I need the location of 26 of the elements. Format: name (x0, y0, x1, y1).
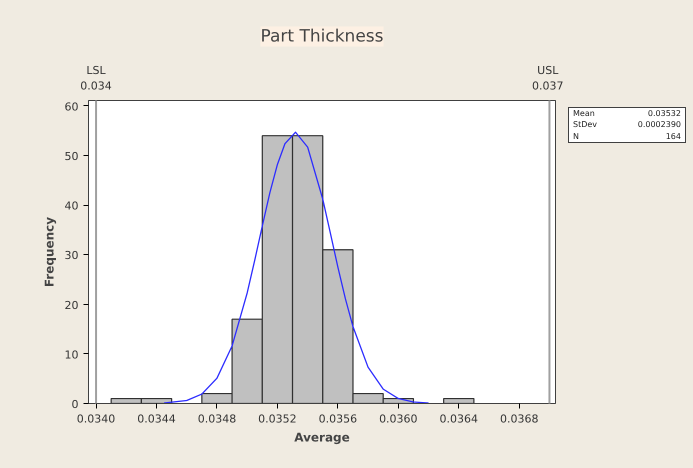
ref-line-label: USL 0.037 (532, 64, 564, 92)
ref-line-label: LSL 0.034 (80, 64, 112, 92)
y-tick-label: 0 (72, 398, 78, 411)
text: Mean (572, 108, 596, 120)
chart-title: Part Thickness (260, 26, 384, 46)
x-tick-label: 0.0364 (440, 412, 478, 426)
y-tick-label: 20 (64, 298, 79, 312)
x-tick-label: 0.0368 (500, 412, 538, 426)
text: N (572, 130, 580, 143)
x-tick-label: 0.0344 (137, 412, 176, 426)
text: StDev (572, 119, 598, 131)
text: 0.0002390 (636, 119, 682, 131)
y-tick-label: 40 (64, 200, 79, 213)
x-tick-label: 0.0360 (379, 412, 418, 426)
y-tick-label: 50 (64, 150, 79, 164)
y-axis-title: Frequency (42, 216, 57, 288)
x-tick-label: 0.0352 (258, 412, 297, 426)
y-tick-label: 10 (64, 348, 79, 362)
x-axis-title: Average (294, 430, 350, 444)
text: 0.03532 (646, 108, 682, 120)
y-tick-label: 60 (64, 100, 79, 114)
x-tick-label: 0.0348 (198, 412, 236, 426)
x-tick-label: 0.0340 (76, 412, 116, 426)
text: 164 (664, 130, 682, 143)
y-tick-label: 30 (64, 249, 79, 262)
x-tick-label: 0.0356 (318, 412, 358, 426)
